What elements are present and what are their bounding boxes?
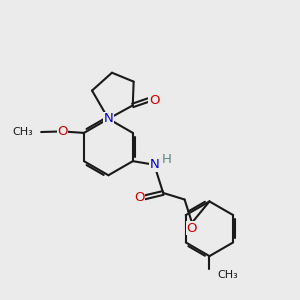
Text: CH₃: CH₃ [218,270,238,280]
Text: O: O [57,125,68,138]
Text: O: O [187,221,197,235]
Text: H: H [162,153,172,166]
Text: CH₃: CH₃ [12,127,33,137]
Text: N: N [103,112,113,125]
Text: O: O [149,94,159,106]
Text: N: N [149,158,159,171]
Text: O: O [134,191,145,204]
